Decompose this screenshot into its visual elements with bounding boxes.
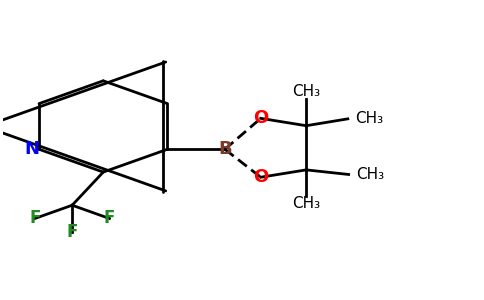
Text: CH₃: CH₃ <box>292 84 320 99</box>
Text: CH₃: CH₃ <box>292 196 320 211</box>
Text: O: O <box>253 168 269 186</box>
Text: F: F <box>104 209 115 227</box>
Text: O: O <box>253 109 269 127</box>
Text: CH₃: CH₃ <box>355 111 383 126</box>
Text: F: F <box>66 223 78 241</box>
Text: CH₃: CH₃ <box>356 167 384 182</box>
Text: N: N <box>24 140 39 158</box>
Text: B: B <box>218 140 232 158</box>
Text: F: F <box>29 209 41 227</box>
